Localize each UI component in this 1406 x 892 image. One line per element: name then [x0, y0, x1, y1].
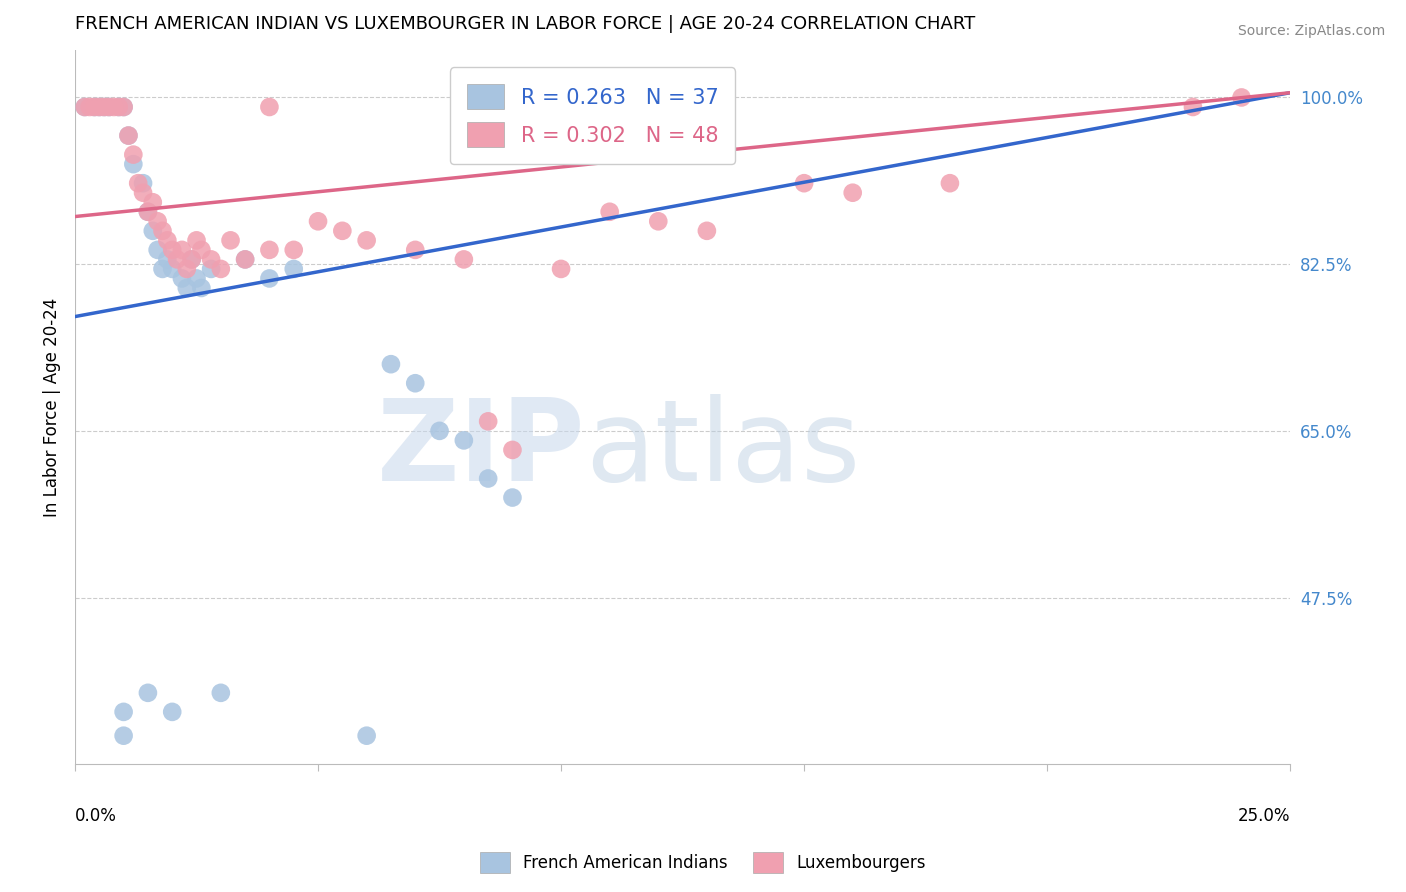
Point	[647, 214, 669, 228]
Point	[219, 233, 242, 247]
Point	[89, 100, 111, 114]
Text: Source: ZipAtlas.com: Source: ZipAtlas.com	[1237, 24, 1385, 38]
Point	[186, 233, 208, 247]
Point	[136, 204, 159, 219]
Point	[166, 252, 188, 267]
Point	[550, 261, 572, 276]
Point	[103, 100, 125, 114]
Point	[142, 195, 165, 210]
Point	[160, 261, 183, 276]
Point	[112, 100, 135, 114]
Point	[501, 442, 523, 457]
Point	[1230, 90, 1253, 104]
Text: ZIP: ZIP	[377, 394, 585, 506]
Text: 0.0%: 0.0%	[75, 807, 117, 825]
Point	[152, 224, 174, 238]
Point	[146, 243, 169, 257]
Point	[259, 243, 281, 257]
Point	[83, 100, 105, 114]
Point	[841, 186, 863, 200]
Point	[83, 100, 105, 114]
Point	[477, 414, 499, 428]
Point	[127, 176, 149, 190]
Point	[176, 281, 198, 295]
Point	[160, 243, 183, 257]
Point	[283, 243, 305, 257]
Point	[107, 100, 129, 114]
Point	[696, 224, 718, 238]
Point	[404, 376, 426, 391]
Point	[200, 252, 222, 267]
Point	[93, 100, 115, 114]
Point	[156, 252, 179, 267]
Point	[259, 271, 281, 285]
Point	[122, 147, 145, 161]
Point	[283, 261, 305, 276]
Point	[112, 729, 135, 743]
Point	[89, 100, 111, 114]
Point	[117, 128, 139, 143]
Point	[1181, 100, 1204, 114]
Point	[200, 261, 222, 276]
Point	[330, 224, 353, 238]
Point	[180, 252, 202, 267]
Point	[79, 100, 101, 114]
Point	[98, 100, 121, 114]
Point	[307, 214, 329, 228]
Point	[73, 100, 96, 114]
Text: FRENCH AMERICAN INDIAN VS LUXEMBOURGER IN LABOR FORCE | AGE 20-24 CORRELATION CH: FRENCH AMERICAN INDIAN VS LUXEMBOURGER I…	[75, 15, 976, 33]
Point	[98, 100, 121, 114]
Point	[233, 252, 256, 267]
Point	[453, 252, 475, 267]
Point	[112, 705, 135, 719]
Point	[73, 100, 96, 114]
Text: atlas: atlas	[585, 394, 860, 506]
Point	[176, 261, 198, 276]
Point	[453, 434, 475, 448]
Point	[142, 224, 165, 238]
Point	[793, 176, 815, 190]
Point	[117, 128, 139, 143]
Point	[429, 424, 451, 438]
Point	[112, 100, 135, 114]
Point	[136, 686, 159, 700]
Point	[356, 729, 378, 743]
Point	[209, 686, 232, 700]
Point	[209, 261, 232, 276]
Text: 25.0%: 25.0%	[1237, 807, 1291, 825]
Point	[160, 705, 183, 719]
Y-axis label: In Labor Force | Age 20-24: In Labor Force | Age 20-24	[44, 297, 60, 516]
Point	[132, 186, 155, 200]
Point	[136, 204, 159, 219]
Point	[599, 204, 621, 219]
Point	[170, 271, 193, 285]
Point	[122, 157, 145, 171]
Point	[190, 243, 212, 257]
Point	[501, 491, 523, 505]
Legend: French American Indians, Luxembourgers: French American Indians, Luxembourgers	[474, 846, 932, 880]
Point	[146, 214, 169, 228]
Point	[93, 100, 115, 114]
Point	[190, 281, 212, 295]
Point	[186, 271, 208, 285]
Point	[180, 252, 202, 267]
Point	[356, 233, 378, 247]
Point	[259, 100, 281, 114]
Point	[477, 471, 499, 485]
Point	[233, 252, 256, 267]
Point	[152, 261, 174, 276]
Legend: R = 0.263   N = 37, R = 0.302   N = 48: R = 0.263 N = 37, R = 0.302 N = 48	[450, 68, 735, 164]
Point	[170, 243, 193, 257]
Point	[132, 176, 155, 190]
Point	[380, 357, 402, 371]
Point	[939, 176, 962, 190]
Point	[156, 233, 179, 247]
Point	[404, 243, 426, 257]
Point	[107, 100, 129, 114]
